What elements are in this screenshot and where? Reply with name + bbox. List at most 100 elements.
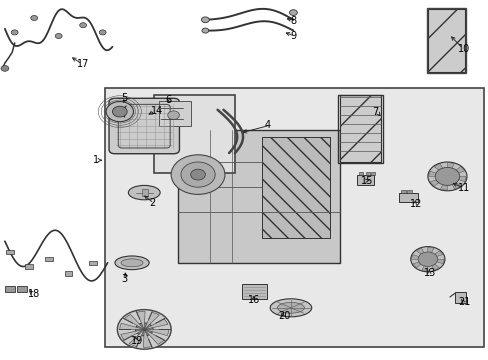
- Circle shape: [80, 23, 86, 28]
- Circle shape: [55, 33, 62, 39]
- Wedge shape: [121, 329, 144, 340]
- Bar: [407, 190, 411, 193]
- Circle shape: [289, 10, 297, 15]
- Bar: [398, 193, 417, 202]
- Circle shape: [171, 155, 224, 194]
- Bar: [400, 190, 405, 193]
- Wedge shape: [129, 329, 144, 347]
- Ellipse shape: [269, 299, 311, 317]
- Wedge shape: [411, 255, 427, 259]
- Wedge shape: [144, 329, 163, 344]
- Circle shape: [117, 310, 171, 349]
- Bar: [45, 257, 53, 261]
- Text: 5: 5: [121, 93, 127, 103]
- Bar: [365, 172, 369, 175]
- Text: 12: 12: [409, 199, 421, 210]
- Bar: [17, 286, 27, 292]
- Wedge shape: [144, 312, 159, 329]
- Wedge shape: [124, 315, 144, 329]
- Text: 13: 13: [424, 268, 436, 278]
- Text: 17: 17: [77, 59, 89, 69]
- Circle shape: [410, 247, 444, 272]
- Bar: [427, 9, 464, 72]
- Ellipse shape: [277, 302, 304, 313]
- Text: 14: 14: [150, 106, 163, 116]
- Bar: [6, 250, 14, 254]
- Text: 18: 18: [28, 289, 41, 300]
- Text: 2: 2: [149, 198, 155, 208]
- Circle shape: [1, 66, 9, 71]
- Bar: [154, 95, 234, 173]
- Circle shape: [202, 28, 208, 33]
- Wedge shape: [143, 329, 151, 347]
- Text: 3: 3: [121, 274, 127, 284]
- Circle shape: [181, 162, 215, 187]
- Bar: [242, 284, 266, 299]
- Circle shape: [434, 167, 459, 185]
- Wedge shape: [144, 319, 167, 329]
- Wedge shape: [120, 323, 144, 329]
- Text: 15: 15: [360, 176, 372, 186]
- Text: 16: 16: [248, 295, 260, 305]
- Wedge shape: [440, 176, 447, 190]
- Bar: [426, 8, 465, 73]
- Text: 20: 20: [277, 311, 289, 321]
- Ellipse shape: [121, 259, 143, 267]
- Wedge shape: [447, 176, 465, 181]
- Wedge shape: [447, 167, 464, 176]
- Circle shape: [99, 30, 106, 35]
- Circle shape: [106, 102, 133, 122]
- Text: 1: 1: [93, 155, 99, 165]
- Circle shape: [11, 30, 18, 35]
- Text: 6: 6: [165, 95, 171, 105]
- Wedge shape: [137, 311, 145, 329]
- Circle shape: [167, 111, 179, 120]
- Text: 19: 19: [131, 336, 143, 346]
- Wedge shape: [428, 171, 447, 176]
- Bar: [261, 137, 329, 238]
- Bar: [359, 172, 363, 175]
- Wedge shape: [447, 163, 453, 176]
- Circle shape: [427, 162, 466, 191]
- Bar: [338, 95, 382, 163]
- Wedge shape: [416, 248, 427, 259]
- Bar: [178, 130, 339, 263]
- Circle shape: [190, 169, 205, 180]
- Bar: [105, 88, 483, 347]
- Text: 4: 4: [264, 120, 271, 130]
- Wedge shape: [433, 164, 447, 176]
- Circle shape: [135, 323, 153, 336]
- Wedge shape: [421, 259, 427, 271]
- Bar: [454, 292, 465, 303]
- Bar: [64, 271, 72, 276]
- Circle shape: [417, 252, 437, 266]
- Text: 7: 7: [372, 107, 378, 117]
- FancyBboxPatch shape: [109, 98, 179, 154]
- Wedge shape: [144, 329, 168, 336]
- Bar: [159, 101, 190, 126]
- Text: 21: 21: [457, 297, 469, 307]
- Wedge shape: [427, 251, 442, 259]
- Text: 8: 8: [289, 15, 296, 26]
- Bar: [89, 261, 97, 265]
- Bar: [339, 95, 381, 162]
- Wedge shape: [412, 259, 427, 267]
- Wedge shape: [427, 259, 438, 270]
- Wedge shape: [447, 176, 460, 189]
- Bar: [370, 172, 374, 175]
- Wedge shape: [429, 176, 447, 186]
- Bar: [142, 189, 147, 196]
- Ellipse shape: [128, 185, 160, 200]
- Text: 11: 11: [457, 183, 469, 193]
- Bar: [356, 175, 373, 185]
- Circle shape: [31, 15, 38, 21]
- Bar: [25, 264, 33, 269]
- Circle shape: [201, 17, 209, 23]
- Bar: [5, 286, 15, 292]
- Wedge shape: [427, 247, 433, 259]
- Text: 9: 9: [289, 31, 296, 41]
- Wedge shape: [427, 259, 443, 264]
- Ellipse shape: [115, 256, 149, 270]
- Text: 10: 10: [457, 44, 469, 54]
- Circle shape: [112, 106, 127, 117]
